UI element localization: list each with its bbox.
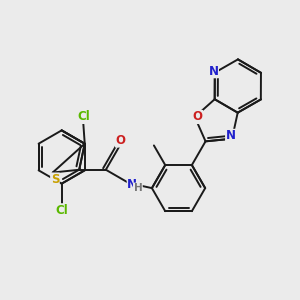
Text: S: S [51,173,59,186]
Text: Cl: Cl [77,110,90,123]
Text: H: H [134,183,142,193]
Text: N: N [208,65,218,78]
Text: O: O [193,110,202,124]
Text: N: N [226,129,236,142]
Text: O: O [116,134,126,147]
Text: Cl: Cl [55,204,68,217]
Text: N: N [127,178,137,191]
